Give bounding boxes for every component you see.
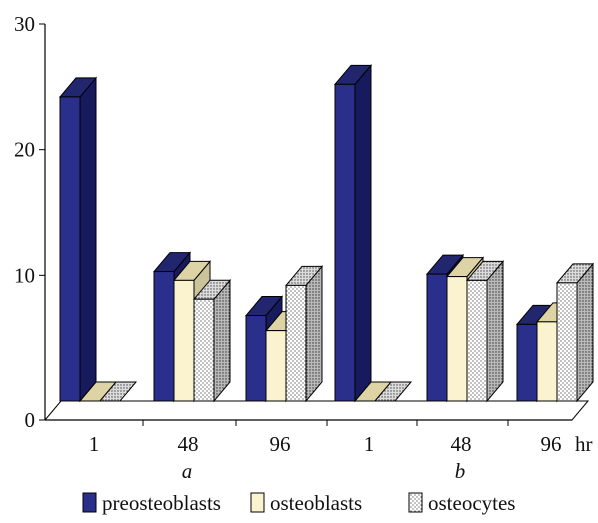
- bar-osteocytes: [555, 262, 595, 403]
- bar-top-zero: [98, 381, 138, 402]
- y-tick-label: 30: [14, 12, 35, 36]
- bar-osteocytes: [465, 259, 505, 403]
- bar-side: [213, 278, 231, 403]
- bar-front: [265, 330, 287, 402]
- x-group-label: a: [182, 459, 193, 483]
- floor-plane: [43, 400, 590, 421]
- y-tick-label: 10: [14, 263, 35, 287]
- bar-front: [556, 282, 578, 402]
- axis-labels: 0 10 20 30 1 48 96 1 48 96 a b hr: [14, 12, 593, 483]
- bar-front: [446, 276, 468, 402]
- bar-side: [486, 259, 504, 403]
- y-tick-label: 0: [25, 408, 36, 432]
- x-category-label: 1: [364, 432, 375, 456]
- y-tick-label: 20: [14, 138, 35, 162]
- bar-preosteoblasts: [333, 63, 373, 403]
- x-category-label: 48: [451, 432, 472, 456]
- legend-swatch-osteocytes: [408, 492, 423, 513]
- bar-front: [173, 279, 195, 402]
- bar-osteocytes: [98, 381, 138, 402]
- bar-osteocytes: [373, 381, 413, 402]
- bar-front: [516, 323, 538, 402]
- bar-front: [334, 83, 356, 402]
- bar-top-zero: [373, 381, 413, 402]
- bar-front: [426, 273, 448, 402]
- legend-label-osteoblasts: osteoblasts: [270, 491, 362, 515]
- bar-osteocytes: [284, 265, 324, 403]
- bar-front: [536, 321, 558, 402]
- x-category-label: 1: [89, 432, 100, 456]
- x-category-label: 96: [270, 432, 291, 456]
- legend: preosteoblasts osteoblasts osteocytes: [82, 491, 515, 515]
- legend-label-preosteoblasts: preosteoblasts: [102, 491, 221, 515]
- axes: [39, 23, 590, 426]
- bar-side: [79, 76, 97, 403]
- x-category-label: 48: [178, 432, 199, 456]
- bar-front: [285, 284, 307, 402]
- x-category-label: 96: [541, 432, 562, 456]
- bar-side: [305, 265, 323, 403]
- bar-osteocytes: [192, 278, 232, 403]
- legend-swatch-osteoblasts: [250, 492, 265, 513]
- bar-front: [59, 96, 81, 402]
- legend-label-osteocytes: osteocytes: [428, 491, 515, 515]
- bar-front: [153, 271, 175, 402]
- bar-front: [245, 315, 267, 402]
- bar-side: [354, 63, 372, 403]
- x-group-label: b: [455, 459, 466, 483]
- legend-swatch-preosteoblasts: [82, 492, 97, 513]
- bars: [58, 63, 595, 403]
- bar-side: [576, 262, 594, 403]
- bar-front: [466, 279, 488, 402]
- bar-preosteoblasts: [58, 76, 98, 403]
- x-unit-label: hr: [575, 432, 593, 456]
- bar-front: [193, 298, 215, 402]
